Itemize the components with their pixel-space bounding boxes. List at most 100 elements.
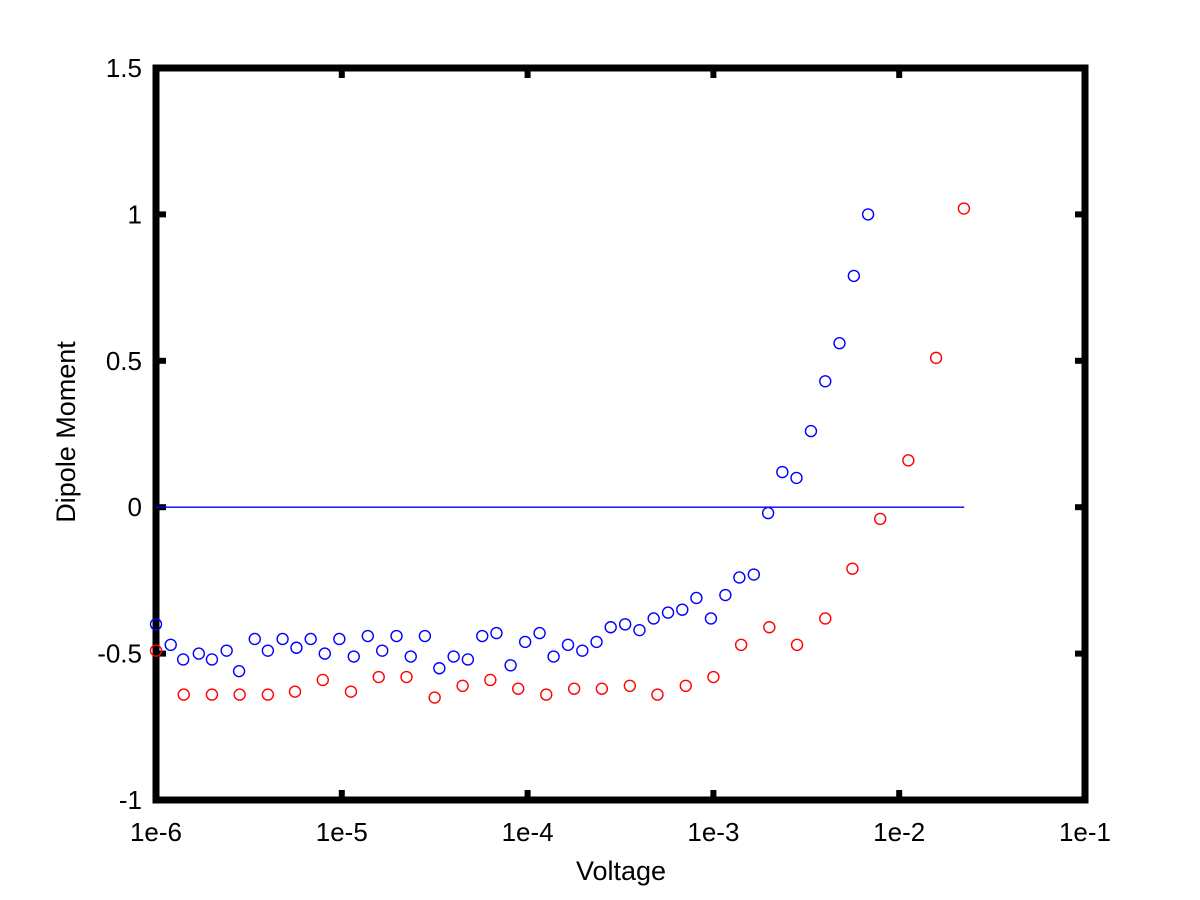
series-0 <box>149 208 875 678</box>
data-point <box>233 688 246 701</box>
data-point <box>576 644 589 657</box>
series-1 <box>149 202 971 704</box>
data-point <box>344 685 358 698</box>
plot-frame-layer <box>152 64 1089 804</box>
data-point <box>390 629 403 643</box>
data-point <box>456 679 469 693</box>
data-point <box>205 688 219 701</box>
data-point <box>347 650 360 663</box>
data-point <box>461 653 475 666</box>
data-point <box>790 471 803 485</box>
data-point <box>676 603 689 616</box>
data-point <box>719 588 732 602</box>
data-point <box>540 688 553 701</box>
data-point <box>761 506 775 520</box>
tick-labels-layer: 1e-6 1e-5 1e-4 1e-3 1e-2 1e-1 1.5 1 0.5 0 -0.5 -1 <box>97 53 1111 847</box>
data-point <box>261 688 275 701</box>
data-point <box>547 650 560 663</box>
data-point <box>623 679 637 693</box>
data-point <box>177 688 190 701</box>
data-point <box>192 647 206 660</box>
data-point <box>776 465 789 479</box>
data-point <box>819 612 832 625</box>
data-point <box>763 621 776 634</box>
data-point <box>149 618 163 631</box>
y-tick-label: -0.5 <box>97 639 142 669</box>
data-point <box>957 202 971 215</box>
data-point <box>567 682 581 695</box>
data-points-layer <box>149 202 971 704</box>
data-point <box>433 662 446 675</box>
y-tick-label: 1.5 <box>106 53 142 83</box>
data-point <box>490 626 503 640</box>
data-point <box>704 612 718 625</box>
data-point <box>847 269 861 283</box>
data-point <box>590 635 603 649</box>
data-point <box>376 644 389 657</box>
data-point <box>804 424 818 438</box>
data-point <box>484 673 497 687</box>
data-point <box>533 626 546 640</box>
data-point <box>833 337 846 350</box>
data-point <box>929 351 943 365</box>
data-point <box>318 647 331 660</box>
data-point <box>734 638 748 652</box>
x-tick-label: 1e-1 <box>1059 817 1111 847</box>
data-point <box>400 670 413 684</box>
x-tick-label: 1e-4 <box>502 817 554 847</box>
data-point <box>333 632 346 646</box>
data-point <box>276 632 289 646</box>
y-tick-label: 0.5 <box>106 346 142 376</box>
data-point <box>707 670 720 684</box>
data-point <box>361 629 374 643</box>
x-tick-label: 1e-6 <box>130 817 182 847</box>
data-point <box>733 571 746 584</box>
y-axis-label: Dipole Moment <box>51 341 81 523</box>
data-point <box>418 629 432 643</box>
data-point <box>164 638 177 652</box>
data-point <box>261 644 275 657</box>
data-point <box>428 691 441 704</box>
data-point <box>819 375 832 388</box>
data-point <box>404 650 417 663</box>
x-axis-label: Voltage <box>576 856 666 886</box>
data-point <box>290 641 303 654</box>
data-point <box>651 688 664 701</box>
data-point <box>288 685 302 698</box>
y-tick-label: -1 <box>119 785 142 815</box>
data-point <box>504 659 517 672</box>
data-point <box>661 606 675 619</box>
y-tick-label: 0 <box>128 492 142 522</box>
data-point <box>304 632 317 646</box>
data-point <box>176 653 190 666</box>
x-tick-label: 1e-3 <box>687 817 739 847</box>
data-point <box>232 664 246 678</box>
data-point <box>633 623 646 637</box>
data-point <box>747 568 761 581</box>
data-point <box>372 670 385 684</box>
data-point <box>679 679 692 693</box>
plot-border <box>152 64 1089 804</box>
data-point <box>690 591 703 605</box>
data-point <box>205 653 219 666</box>
data-point <box>647 612 660 625</box>
y-tick-label: 1 <box>128 199 142 229</box>
data-point <box>873 512 887 526</box>
data-point <box>595 682 609 695</box>
x-tick-label: 1e-2 <box>873 817 925 847</box>
data-point <box>511 682 525 695</box>
data-point <box>447 650 460 663</box>
data-point <box>846 562 859 575</box>
data-point <box>604 621 617 634</box>
data-point <box>149 644 163 657</box>
data-point <box>518 635 532 649</box>
x-tick-label: 1e-5 <box>316 817 368 847</box>
data-point <box>476 629 489 643</box>
data-point <box>902 454 915 467</box>
data-point <box>248 632 261 646</box>
data-point <box>561 638 575 652</box>
data-point <box>618 618 632 631</box>
tick-marks-layer <box>153 65 1088 803</box>
data-point <box>861 208 875 221</box>
